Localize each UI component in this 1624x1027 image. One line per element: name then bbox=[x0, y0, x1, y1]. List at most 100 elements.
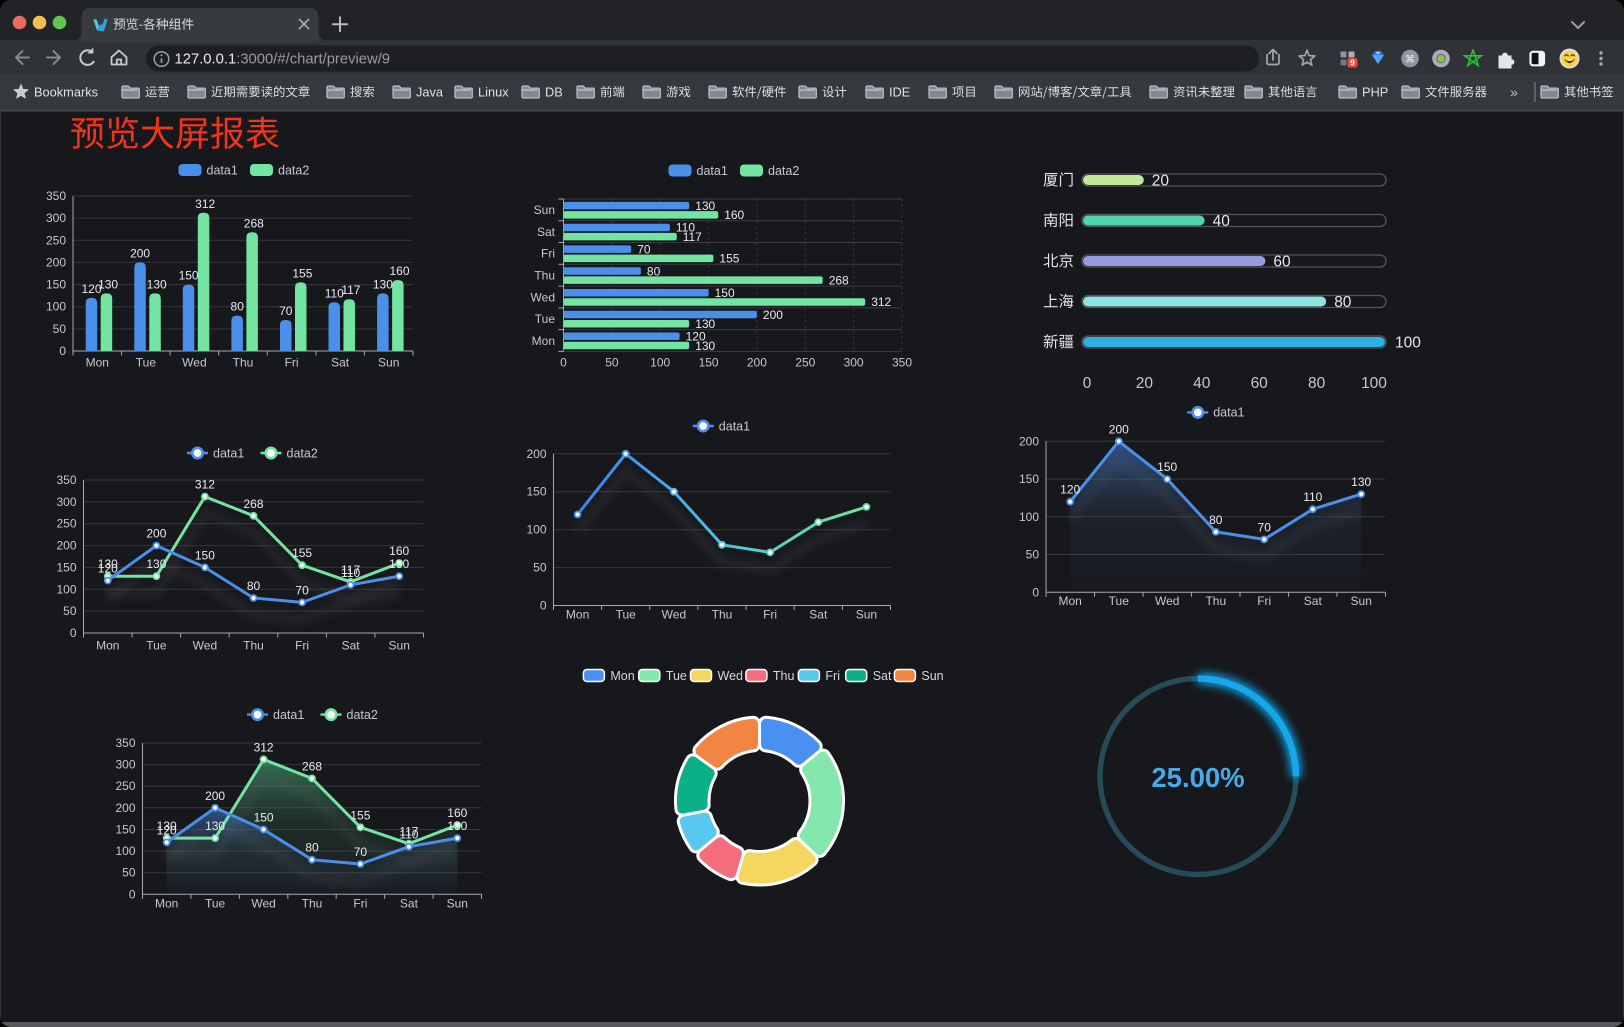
svg-text:150: 150 bbox=[699, 356, 719, 370]
svg-text:300: 300 bbox=[844, 356, 864, 370]
svg-text:150: 150 bbox=[115, 823, 135, 837]
svg-text:20: 20 bbox=[1136, 375, 1154, 392]
svg-text:200: 200 bbox=[205, 789, 225, 803]
svg-text:Sat: Sat bbox=[1304, 594, 1323, 608]
svg-text:0: 0 bbox=[1083, 375, 1092, 392]
svg-text:data2: data2 bbox=[278, 163, 309, 177]
svg-text:100: 100 bbox=[1395, 334, 1421, 351]
svg-text:250: 250 bbox=[56, 517, 76, 531]
svg-text:9: 9 bbox=[1350, 58, 1355, 68]
svg-text:155: 155 bbox=[719, 252, 739, 266]
svg-text:Sun: Sun bbox=[534, 203, 555, 217]
svg-text:Wed: Wed bbox=[193, 639, 217, 653]
svg-text:Thu: Thu bbox=[712, 608, 733, 622]
svg-text:100: 100 bbox=[526, 523, 546, 537]
svg-text:⌘: ⌘ bbox=[1405, 54, 1415, 65]
svg-text:Tue: Tue bbox=[1109, 594, 1130, 608]
svg-text:Sun: Sun bbox=[856, 608, 877, 622]
svg-text:25.00%: 25.00% bbox=[1151, 762, 1244, 793]
svg-text:0: 0 bbox=[560, 356, 567, 370]
svg-text:80: 80 bbox=[647, 264, 661, 278]
svg-text:300: 300 bbox=[115, 758, 135, 772]
svg-text:70: 70 bbox=[1258, 520, 1272, 534]
svg-text:150: 150 bbox=[254, 811, 274, 825]
svg-text:70: 70 bbox=[295, 583, 309, 597]
svg-text:Fri: Fri bbox=[1257, 594, 1271, 608]
svg-text:300: 300 bbox=[46, 211, 66, 225]
svg-text:268: 268 bbox=[244, 216, 264, 230]
svg-text:117: 117 bbox=[399, 825, 418, 839]
svg-text:Mon: Mon bbox=[610, 669, 634, 683]
svg-text:110: 110 bbox=[1303, 490, 1322, 504]
svg-text:80: 80 bbox=[231, 300, 245, 314]
svg-text:20: 20 bbox=[1152, 172, 1170, 189]
svg-text:Mon: Mon bbox=[532, 334, 555, 348]
svg-text:130: 130 bbox=[157, 819, 177, 833]
svg-text:155: 155 bbox=[292, 546, 312, 560]
svg-text:Thu: Thu bbox=[302, 897, 323, 911]
svg-text:Mon: Mon bbox=[1059, 594, 1082, 608]
svg-text:250: 250 bbox=[795, 356, 815, 370]
svg-text:130: 130 bbox=[147, 277, 167, 291]
svg-text:50: 50 bbox=[605, 356, 619, 370]
svg-text:Tue: Tue bbox=[146, 639, 167, 653]
svg-text:150: 150 bbox=[46, 278, 66, 292]
svg-text:300: 300 bbox=[56, 495, 76, 509]
svg-text:Mon: Mon bbox=[86, 356, 109, 370]
svg-text:Thu: Thu bbox=[233, 356, 254, 370]
svg-text:312: 312 bbox=[195, 478, 215, 492]
svg-text:120: 120 bbox=[686, 330, 706, 344]
svg-text:117: 117 bbox=[341, 563, 360, 577]
svg-text:Sat: Sat bbox=[809, 608, 828, 622]
svg-text:130: 130 bbox=[695, 339, 715, 353]
svg-text:250: 250 bbox=[115, 779, 135, 793]
svg-text:Linux: Linux bbox=[478, 85, 509, 100]
svg-text:50: 50 bbox=[1026, 548, 1040, 562]
svg-text:350: 350 bbox=[56, 473, 76, 487]
svg-text:130: 130 bbox=[98, 557, 118, 571]
svg-text:150: 150 bbox=[1157, 460, 1177, 474]
svg-text:100: 100 bbox=[1361, 375, 1387, 392]
svg-text:130: 130 bbox=[389, 557, 409, 571]
svg-text:Tue: Tue bbox=[616, 608, 637, 622]
svg-text:130: 130 bbox=[98, 277, 118, 291]
svg-text:data1: data1 bbox=[207, 163, 238, 177]
svg-text:Tue: Tue bbox=[666, 669, 687, 683]
svg-text:PHP: PHP bbox=[1362, 85, 1388, 100]
svg-text:350: 350 bbox=[115, 736, 135, 750]
svg-text:50: 50 bbox=[533, 561, 547, 575]
svg-text:Sun: Sun bbox=[921, 669, 943, 683]
svg-text:data2: data2 bbox=[347, 708, 378, 722]
svg-text:data1: data1 bbox=[719, 419, 750, 433]
svg-text:50: 50 bbox=[53, 322, 67, 336]
svg-text:Wed: Wed bbox=[662, 608, 686, 622]
svg-text:80: 80 bbox=[1209, 513, 1223, 527]
svg-text:70: 70 bbox=[354, 845, 368, 859]
svg-text:Thu: Thu bbox=[1205, 594, 1226, 608]
svg-text:data1: data1 bbox=[1213, 406, 1244, 420]
svg-text:160: 160 bbox=[447, 806, 467, 820]
svg-text:Fri: Fri bbox=[763, 608, 777, 622]
svg-text:Fri: Fri bbox=[825, 669, 840, 683]
svg-text:Sun: Sun bbox=[1351, 594, 1372, 608]
svg-text:160: 160 bbox=[389, 264, 409, 278]
svg-text:50: 50 bbox=[122, 866, 136, 880]
svg-text:350: 350 bbox=[46, 189, 66, 203]
svg-text:350: 350 bbox=[892, 356, 912, 370]
svg-text:127.0.0.1:3000/#/chart/preview: 127.0.0.1:3000/#/chart/preview/9 bbox=[175, 52, 391, 68]
svg-text:Thu: Thu bbox=[534, 269, 555, 283]
svg-text:150: 150 bbox=[195, 548, 215, 562]
svg-text:160: 160 bbox=[389, 544, 409, 558]
svg-text:Wed: Wed bbox=[182, 356, 206, 370]
svg-text:Sat: Sat bbox=[331, 356, 350, 370]
svg-text:Wed: Wed bbox=[718, 669, 744, 683]
svg-text:312: 312 bbox=[195, 197, 215, 211]
svg-text:130: 130 bbox=[373, 277, 393, 291]
svg-text:130: 130 bbox=[146, 557, 166, 571]
svg-text:data2: data2 bbox=[287, 446, 318, 460]
svg-text:Fri: Fri bbox=[541, 247, 555, 261]
svg-text:200: 200 bbox=[115, 801, 135, 815]
svg-text:Sun: Sun bbox=[378, 356, 399, 370]
svg-text:Fri: Fri bbox=[353, 897, 367, 911]
svg-text:data1: data1 bbox=[213, 446, 244, 460]
